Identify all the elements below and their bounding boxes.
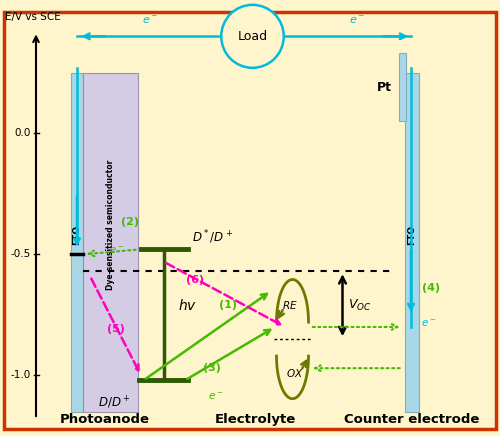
Text: Pt: Pt bbox=[376, 81, 392, 94]
Text: $e^-$: $e^-$ bbox=[109, 245, 124, 256]
Text: $V_{OC}$: $V_{OC}$ bbox=[348, 298, 372, 313]
Text: $e^-$: $e^-$ bbox=[142, 15, 158, 26]
Text: Electrolyte: Electrolyte bbox=[214, 413, 296, 426]
Text: Dye-sensitized semiconductor: Dye-sensitized semiconductor bbox=[106, 160, 114, 290]
Text: (2): (2) bbox=[121, 217, 139, 227]
FancyBboxPatch shape bbox=[4, 12, 496, 429]
FancyBboxPatch shape bbox=[399, 53, 406, 121]
Text: Photoanode: Photoanode bbox=[60, 413, 150, 426]
Text: (5): (5) bbox=[108, 324, 126, 334]
Text: (4): (4) bbox=[422, 283, 440, 293]
Text: Load: Load bbox=[238, 30, 268, 43]
FancyBboxPatch shape bbox=[82, 73, 138, 412]
Text: $e^-$: $e^-$ bbox=[350, 15, 366, 26]
Text: E/V vs SCE: E/V vs SCE bbox=[5, 12, 61, 22]
Text: (6): (6) bbox=[186, 276, 204, 286]
FancyBboxPatch shape bbox=[405, 73, 419, 412]
Text: -0.5: -0.5 bbox=[11, 249, 31, 259]
Text: 0.0: 0.0 bbox=[14, 128, 31, 138]
Ellipse shape bbox=[221, 5, 284, 68]
Text: FTO: FTO bbox=[408, 225, 416, 245]
Text: $e^-$: $e^-$ bbox=[421, 318, 436, 329]
Text: FTO: FTO bbox=[72, 225, 81, 245]
Text: $D^*/D^+$: $D^*/D^+$ bbox=[192, 228, 234, 246]
Text: -1.0: -1.0 bbox=[11, 371, 31, 381]
Text: $RE$: $RE$ bbox=[282, 299, 298, 311]
Text: $e^-$: $e^-$ bbox=[208, 391, 223, 402]
Text: $D/D^+$: $D/D^+$ bbox=[98, 395, 131, 411]
Text: Counter electrode: Counter electrode bbox=[344, 413, 480, 426]
FancyBboxPatch shape bbox=[71, 73, 83, 412]
Text: $OX$: $OX$ bbox=[286, 367, 304, 379]
Text: (1): (1) bbox=[219, 300, 237, 310]
Text: $hv$: $hv$ bbox=[178, 298, 198, 313]
Text: (3): (3) bbox=[202, 363, 220, 373]
